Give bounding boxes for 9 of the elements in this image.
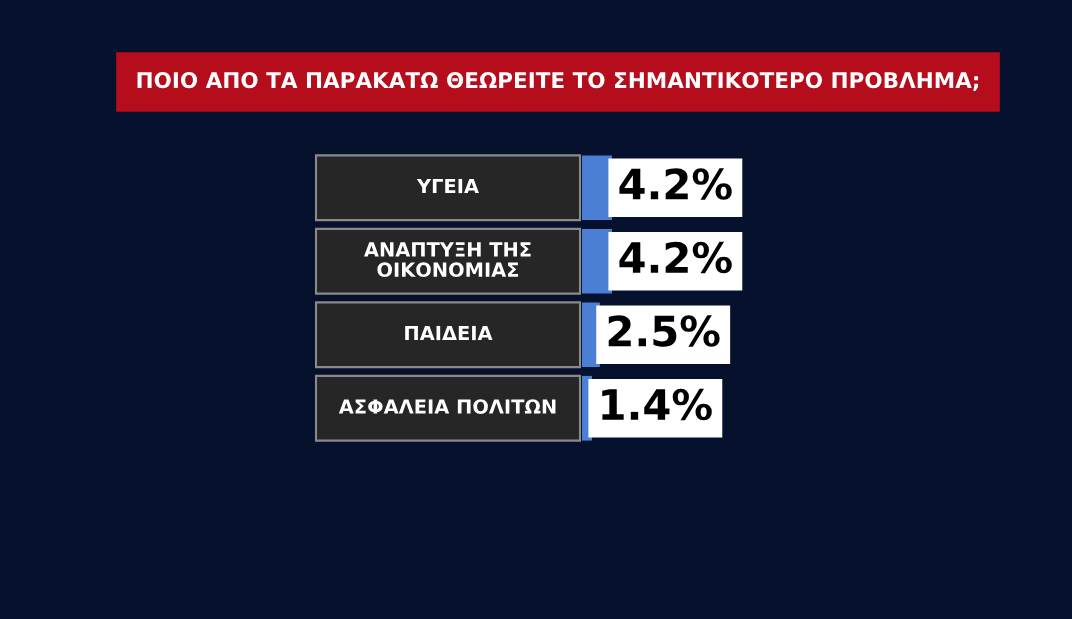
chart-title: ΠΟΙΟ ΑΠΟ ΤΑ ΠΑΡΑΚΑΤΩ ΘΕΩΡΕΙΤΕ ΤΟ ΣΗΜΑΝΤΙΚΟΤΕΡΟ ΠΡΟΒΛΗΜΑ;	[137, 71, 979, 91]
data-label: 4.2%	[619, 168, 732, 200]
y-tick-label: ΑΣΦΑΛΕΙΑ ΠΟΛΙΤΩΝ	[338, 399, 556, 414]
y-tick-label: ΠΑΙΔΕΙΑ	[405, 325, 493, 341]
y-tick-label: ΑΝΑΠΤΥΞΗ ΤΗΣ ΟΙΚΟΝΟΜΙΑΣ	[364, 242, 531, 278]
data-label: 4.2%	[619, 241, 732, 274]
data-label: 2.5%	[608, 315, 720, 347]
y-tick-label: ΥΓΕΙΑ	[416, 178, 479, 194]
data-label: 1.4%	[602, 388, 712, 421]
